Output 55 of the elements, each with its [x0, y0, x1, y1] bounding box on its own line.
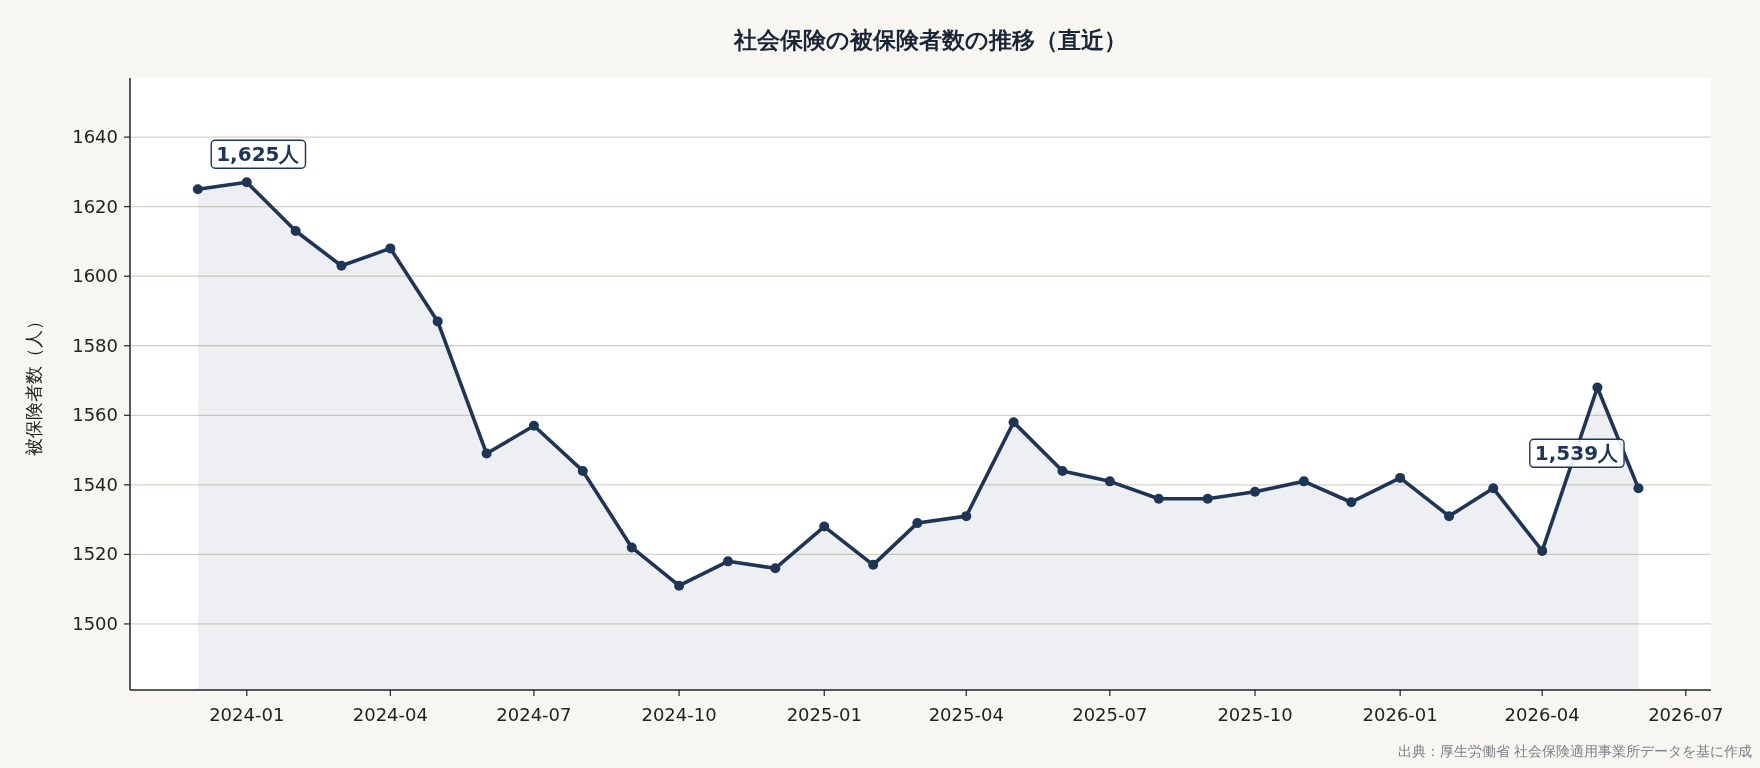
x-tick-label: 2025-01 [786, 704, 862, 725]
point [1633, 483, 1644, 494]
y-tick-label: 1640 [72, 126, 118, 148]
point [481, 448, 492, 459]
point [1250, 486, 1260, 497]
point [1104, 476, 1115, 487]
point [577, 465, 588, 476]
x-tick-label: 2024-04 [352, 704, 428, 725]
point [1395, 472, 1406, 483]
point [1202, 493, 1213, 504]
source-note: 出典：厚生労働省 社会保険適用事業所データを基に作成 [1397, 743, 1752, 759]
point [290, 226, 301, 236]
x-tick-label: 2024-10 [641, 704, 717, 725]
point [1008, 417, 1019, 428]
point [1298, 476, 1309, 487]
point [432, 316, 443, 327]
x-tick-label: 2024-07 [496, 704, 572, 725]
point [912, 518, 923, 529]
point [819, 521, 830, 532]
point [1444, 511, 1455, 522]
point [868, 559, 879, 570]
x-tick-label: 2025-07 [1072, 704, 1148, 725]
y-axis-title: 被保険者数（人） [23, 312, 44, 456]
point [1488, 483, 1499, 494]
point [770, 563, 781, 574]
annotation: 1,539人 [1534, 441, 1620, 466]
y-tick-label: 1520 [72, 543, 118, 565]
point [336, 260, 347, 271]
point [192, 184, 203, 195]
point [674, 580, 685, 591]
point [385, 243, 396, 254]
y-tick-label: 1500 [72, 612, 118, 634]
chart-title: 社会保険の被保険者数の推移（直近） [733, 27, 1127, 53]
x-tick-label: 2024-01 [209, 704, 285, 725]
x-tick-label: 2026-04 [1504, 704, 1580, 725]
y-tick-label: 1600 [72, 265, 118, 287]
y-tick-label: 1560 [72, 404, 118, 426]
point [1057, 465, 1068, 476]
point [1346, 497, 1357, 508]
point [241, 177, 252, 188]
y-tick-label: 1540 [72, 473, 118, 495]
point [528, 420, 539, 431]
x-tick-label: 2025-10 [1217, 704, 1293, 725]
x-tick-label: 2025-04 [928, 704, 1004, 725]
x-tick-label: 2026-01 [1362, 704, 1438, 725]
annotation: 1,625人 [216, 142, 301, 167]
point [1153, 493, 1164, 504]
y-tick-label: 1620 [72, 195, 118, 217]
point [1537, 545, 1548, 556]
point [723, 556, 733, 567]
point [626, 542, 637, 553]
point [1592, 382, 1603, 393]
y-tick-label: 1580 [72, 334, 118, 356]
x-tick-label: 2026-07 [1648, 704, 1724, 725]
point [961, 511, 972, 522]
